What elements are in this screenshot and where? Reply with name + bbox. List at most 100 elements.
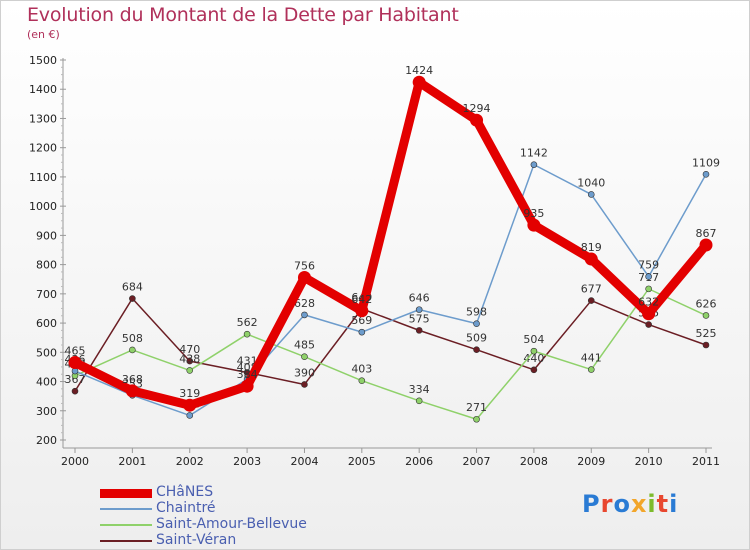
proxiti-logo: Proxiti [582,490,678,518]
data-label: 441 [581,352,602,365]
x-tick-label: 2005 [348,455,376,468]
x-tick-label: 2001 [118,455,146,468]
x-tick-label: 2010 [635,455,663,468]
data-label: 598 [466,306,487,319]
data-label: 384 [237,368,258,381]
data-label: 319 [179,387,200,400]
data-label: 759 [638,259,659,272]
series-line [70,77,711,410]
logo-letter: o [613,490,631,518]
data-label: 575 [409,312,430,325]
data-point [645,273,652,280]
data-point [301,381,308,388]
data-point [527,218,541,232]
logo-letter: P [582,490,601,518]
y-tick-label: 1400 [29,83,57,96]
y-tick-label: 1200 [29,142,57,155]
legend-label-chanes: CHâNES [156,484,214,500]
data-point [129,295,136,302]
y-tick-label: 1100 [29,171,57,184]
y-tick-label: 300 [36,405,57,418]
legend-swatch-chanes [100,489,152,498]
data-point [702,312,710,319]
data-point [355,304,369,318]
data-label: 1109 [692,156,720,169]
logo-letter: r [600,490,614,518]
data-point [587,297,595,304]
data-point [587,191,595,198]
data-label: 569 [351,314,372,327]
data-label: 642 [351,293,372,306]
data-point [415,306,423,313]
data-point [71,387,79,395]
data-label: 508 [122,332,143,345]
data-point [129,346,136,354]
data-point [473,346,480,353]
data-label: 1040 [577,176,605,189]
data-label: 1424 [405,64,433,77]
y-tick-label: 700 [36,288,57,301]
x-tick-label: 2003 [233,455,261,468]
data-label: 867 [696,227,717,240]
x-tick-label: 2004 [290,455,318,468]
data-label: 271 [466,401,487,414]
data-label: 626 [696,297,717,310]
data-label: 509 [466,332,487,345]
data-label: 646 [409,292,430,305]
data-point [642,307,656,321]
data-label: 756 [294,259,315,272]
data-label: 367 [65,373,86,386]
data-point [186,367,194,374]
data-label: 935 [523,207,544,220]
legend-label-saint-amour-bellevue: Saint-Amour-Bellevue [156,516,307,532]
legend-label-chaintre: Chaintré [156,500,216,516]
data-label: 504 [523,333,544,346]
series-line [74,163,707,417]
data-point [358,377,366,384]
y-tick-label: 900 [36,229,57,242]
data-point [473,415,480,423]
data-label: 390 [294,366,315,379]
logo-letter: x [630,490,648,518]
data-point [297,270,311,284]
chart-title: Evolution du Montant de la Dette par Hab… [27,4,459,26]
data-point [584,252,598,266]
data-point [243,330,251,338]
chart-subtitle: (en €) [27,28,60,41]
y-tick-label: 1000 [29,200,57,213]
y-tick-label: 1300 [29,112,57,125]
data-label: 1142 [520,147,548,160]
data-point [470,113,484,127]
data-label: 440 [523,352,544,365]
legend-label-saint-veran: Saint-Véran [156,532,237,548]
data-label: 628 [294,297,315,310]
y-tick-label: 1500 [29,54,57,67]
data-label: 684 [122,281,143,294]
x-tick-label: 2008 [520,455,548,468]
data-label: 470 [179,343,200,356]
x-tick-label: 2011 [692,455,720,468]
y-tick-label: 600 [36,317,57,330]
data-label: 403 [351,363,372,376]
data-label: 368 [122,373,143,386]
data-point [68,356,82,370]
data-point [186,412,194,419]
data-point [702,170,710,178]
data-point [412,75,426,89]
data-point [699,238,713,252]
data-point [473,320,480,327]
x-tick-label: 2006 [405,455,433,468]
data-point [358,328,366,336]
data-label: 819 [581,241,602,254]
data-label: 1294 [463,102,491,115]
y-tick-label: 400 [36,376,57,389]
data-label: 677 [581,283,602,296]
data-label: 632 [638,296,659,309]
data-point [240,379,254,393]
legend-swatch-saint-amour-bellevue [100,524,152,526]
data-label: 525 [696,327,717,340]
logo-letter: t [656,490,670,518]
data-point [125,384,139,398]
data-label: 438 [179,352,200,365]
